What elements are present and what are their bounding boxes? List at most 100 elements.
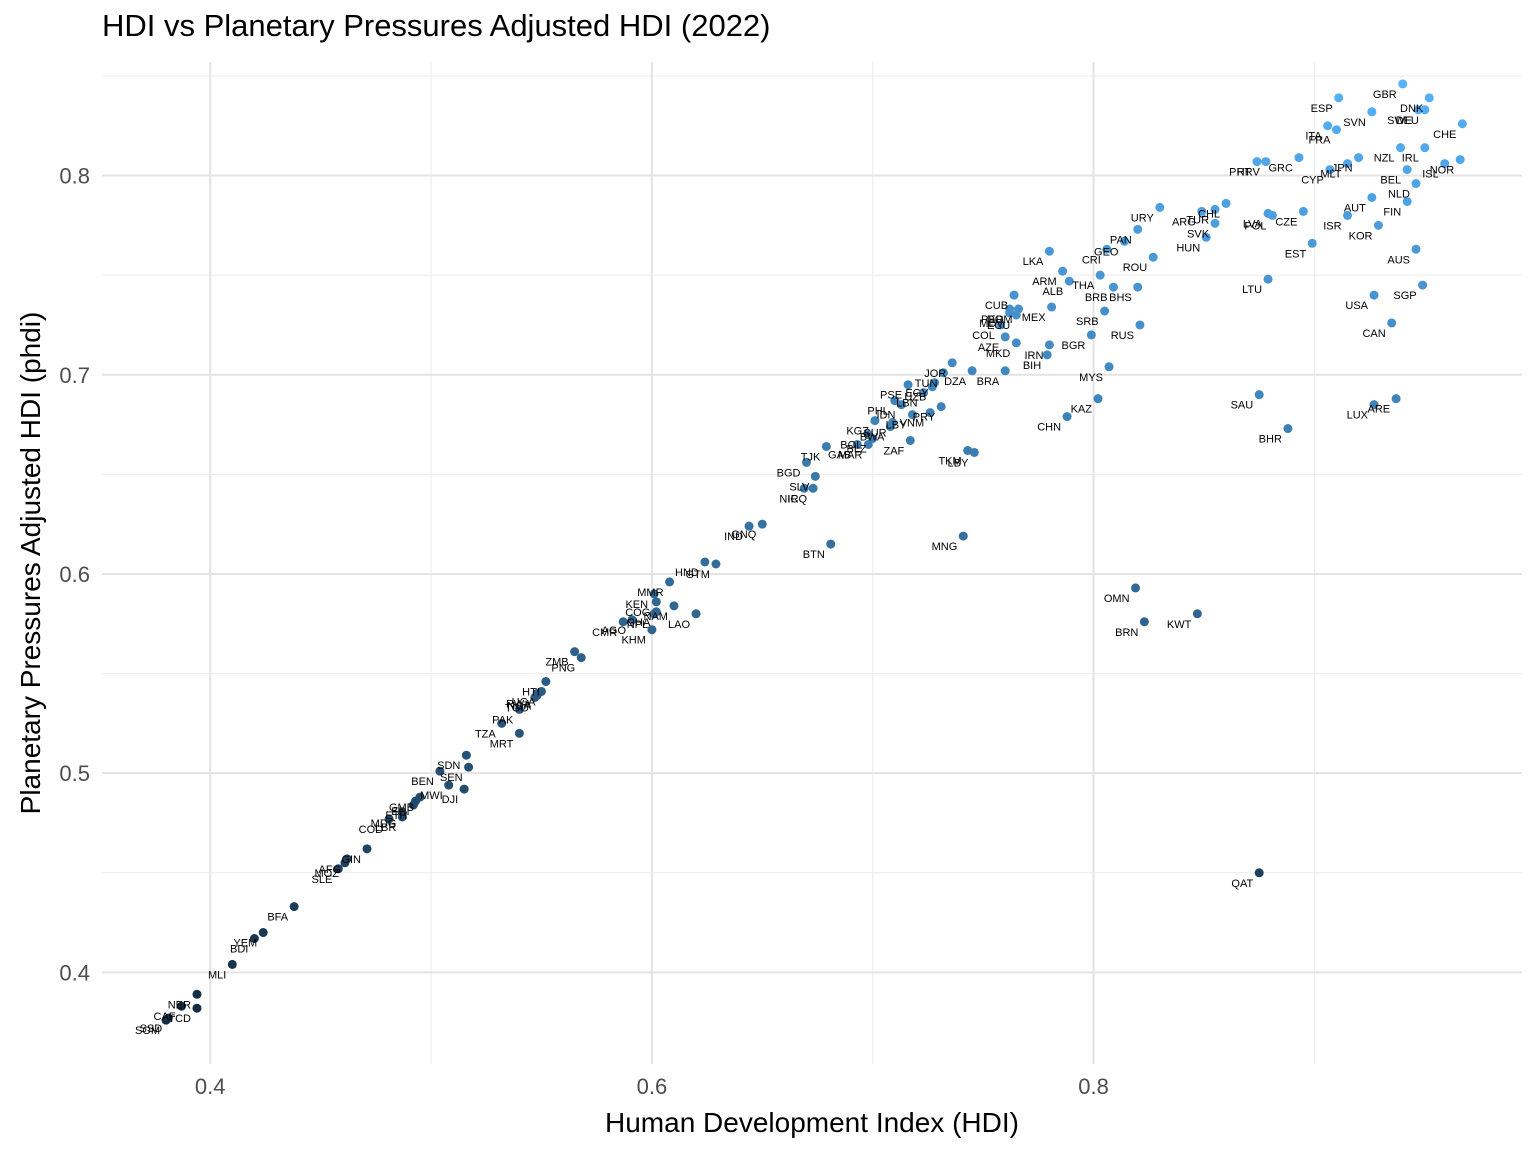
data-point — [249, 934, 259, 944]
data-point — [1420, 105, 1430, 115]
point-label: GNQ — [731, 529, 757, 541]
point-label: GAB — [828, 449, 851, 461]
data-point — [444, 780, 454, 790]
data-point — [1391, 394, 1401, 404]
point-label: KOR — [1349, 230, 1373, 242]
data-point — [1354, 153, 1364, 163]
data-point — [618, 617, 628, 627]
point-label: IRL — [1402, 153, 1419, 165]
point-label: KAZ — [1071, 404, 1093, 416]
data-point — [1440, 159, 1450, 169]
point-label: CUB — [985, 300, 1008, 312]
point-label: OMN — [1104, 593, 1130, 605]
point-label: COD — [359, 824, 384, 836]
point-label: NOR — [1430, 165, 1455, 177]
data-point — [1058, 266, 1068, 276]
point-label: LBR — [375, 822, 396, 834]
point-label: LBN — [896, 398, 917, 410]
data-point — [1000, 366, 1010, 376]
data-point — [1135, 320, 1145, 330]
data-point — [435, 766, 445, 776]
data-point — [576, 653, 586, 663]
point-label: CHN — [1037, 422, 1061, 434]
data-point — [1104, 362, 1114, 372]
data-point — [1396, 143, 1406, 153]
y-tick-label: 0.7 — [59, 363, 90, 388]
point-label: NIC — [779, 493, 798, 505]
data-point — [1210, 204, 1220, 214]
point-label: LTU — [1242, 284, 1262, 296]
data-point — [1323, 121, 1333, 131]
point-label: HND — [675, 567, 699, 579]
point-label: KWT — [1167, 619, 1192, 631]
data-point — [1000, 332, 1010, 342]
data-point — [258, 928, 268, 938]
point-label: IRN — [1024, 350, 1043, 362]
point-label: CAN — [1362, 328, 1385, 340]
data-point — [497, 718, 507, 728]
data-point — [1294, 153, 1304, 163]
point-label: DEU — [1396, 115, 1419, 127]
data-point — [947, 358, 957, 368]
point-label: NPL — [627, 619, 648, 631]
x-tick-label: 0.4 — [195, 1074, 226, 1099]
point-label: NLD — [1388, 189, 1410, 201]
point-label: MDG — [371, 818, 397, 830]
data-point — [1093, 394, 1103, 404]
point-label: ROU — [1123, 262, 1148, 274]
point-label: JPN — [1332, 163, 1353, 175]
point-label: SUR — [863, 428, 886, 440]
data-point — [969, 447, 979, 457]
point-label: ARM — [1032, 276, 1056, 288]
point-label: TGO — [505, 702, 529, 714]
data-point — [907, 410, 917, 420]
point-label: CMR — [592, 627, 617, 639]
point-label: AGO — [602, 625, 627, 637]
point-label: NZL — [1374, 153, 1395, 165]
data-point — [885, 422, 895, 432]
data-point — [1373, 220, 1383, 230]
point-label: MNG — [932, 541, 958, 553]
point-label: LBY — [948, 457, 969, 469]
data-point — [1411, 244, 1421, 254]
data-point — [1155, 202, 1165, 212]
data-point — [1013, 304, 1023, 314]
data-point — [1261, 157, 1271, 167]
data-point — [821, 441, 831, 451]
point-label: ARG — [1172, 216, 1196, 228]
point-label: LVA — [1243, 218, 1263, 230]
point-label: LAO — [668, 619, 690, 631]
data-point — [1334, 93, 1344, 103]
data-point — [1102, 244, 1112, 254]
point-label: KEN — [625, 599, 648, 611]
data-point — [1197, 206, 1207, 216]
data-point — [1263, 274, 1273, 284]
point-label: KGZ — [846, 426, 869, 438]
point-label: BFA — [267, 912, 288, 924]
point-label: TZA — [475, 728, 496, 740]
data-point — [799, 483, 809, 493]
data-point — [1455, 155, 1465, 165]
data-point — [1095, 270, 1105, 280]
point-label: COL — [972, 330, 995, 342]
y-axis-title: Planetary Pressures Adjusted HDI (phdi) — [15, 312, 46, 815]
data-point — [649, 609, 659, 619]
point-label: IDN — [876, 410, 895, 422]
point-label: LBY — [886, 420, 907, 432]
point-label: MDV — [979, 318, 1004, 330]
data-point — [936, 402, 946, 412]
data-point — [1086, 330, 1096, 340]
data-point — [1331, 125, 1341, 135]
point-label: CHL — [1198, 208, 1220, 220]
data-point — [649, 589, 659, 599]
point-label: PAN — [1110, 234, 1132, 246]
point-label: ESP — [1311, 103, 1333, 115]
point-label: PRY — [913, 412, 936, 424]
point-label: USA — [1345, 300, 1368, 312]
data-point — [192, 989, 202, 999]
data-point — [1100, 306, 1110, 316]
point-label: THA — [1072, 280, 1095, 292]
point-label: BGR — [1062, 340, 1086, 352]
data-point — [744, 521, 754, 531]
point-label: JOR — [924, 368, 946, 380]
